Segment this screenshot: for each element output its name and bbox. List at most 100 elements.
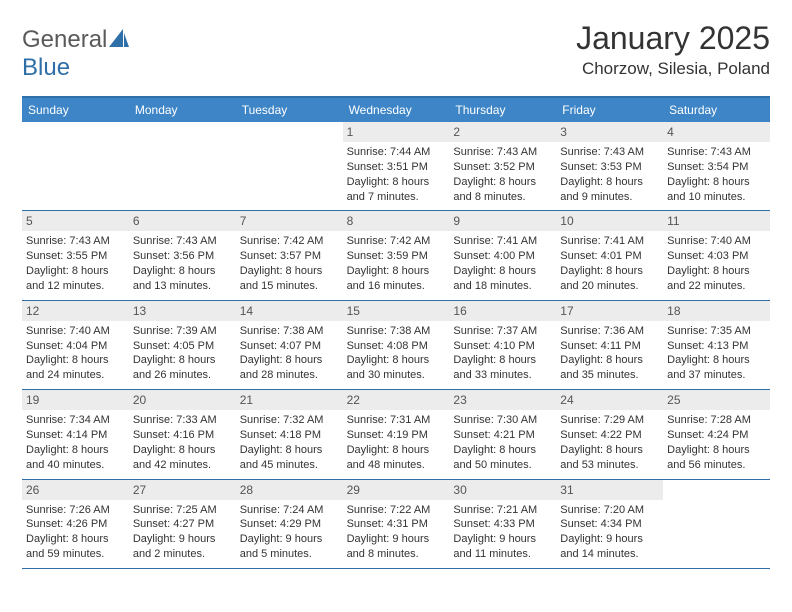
day-d1: Daylight: 9 hours xyxy=(453,532,552,547)
day-cell: 23Sunrise: 7:30 AMSunset: 4:21 PMDayligh… xyxy=(449,390,556,478)
day-cell: 3Sunrise: 7:43 AMSunset: 3:53 PMDaylight… xyxy=(556,122,663,210)
day-sunrise: Sunrise: 7:24 AM xyxy=(240,503,339,518)
day-number: 3 xyxy=(556,122,663,142)
day-d1: Daylight: 9 hours xyxy=(133,532,232,547)
day-d1: Daylight: 8 hours xyxy=(133,264,232,279)
day-d1: Daylight: 9 hours xyxy=(347,532,446,547)
day-d1: Daylight: 8 hours xyxy=(240,264,339,279)
day-cell: 10Sunrise: 7:41 AMSunset: 4:01 PMDayligh… xyxy=(556,211,663,299)
day-sunset: Sunset: 4:22 PM xyxy=(560,428,659,443)
day-sunset: Sunset: 4:18 PM xyxy=(240,428,339,443)
day-sunset: Sunset: 4:08 PM xyxy=(347,339,446,354)
day-number: 20 xyxy=(129,390,236,410)
day-sunrise: Sunrise: 7:42 AM xyxy=(347,234,446,249)
calendar-grid: SundayMondayTuesdayWednesdayThursdayFrid… xyxy=(22,96,770,569)
day-number: 4 xyxy=(663,122,770,142)
day-sunset: Sunset: 3:57 PM xyxy=(240,249,339,264)
day-sunset: Sunset: 3:55 PM xyxy=(26,249,125,264)
day-sunset: Sunset: 3:51 PM xyxy=(347,160,446,175)
week-row: 12Sunrise: 7:40 AMSunset: 4:04 PMDayligh… xyxy=(22,301,770,390)
day-cell xyxy=(663,480,770,568)
day-sunrise: Sunrise: 7:29 AM xyxy=(560,413,659,428)
day-cell: 22Sunrise: 7:31 AMSunset: 4:19 PMDayligh… xyxy=(343,390,450,478)
day-number: 24 xyxy=(556,390,663,410)
day-d1: Daylight: 8 hours xyxy=(560,443,659,458)
dow-cell: Sunday xyxy=(22,98,129,122)
sail-icon xyxy=(109,26,129,54)
day-cell: 24 Sunrise: 7:29 AMSunset: 4:22 PMDayligh… xyxy=(556,390,663,478)
day-sunrise: Sunrise: 7:20 AM xyxy=(560,503,659,518)
day-number: 25 xyxy=(663,390,770,410)
week-row: 5Sunrise: 7:43 AMSunset: 3:55 PMDaylight… xyxy=(22,211,770,300)
day-number: 13 xyxy=(129,301,236,321)
day-d2: and 45 minutes. xyxy=(240,458,339,473)
day-number: 31 xyxy=(556,480,663,500)
day-d2: and 35 minutes. xyxy=(560,368,659,383)
day-d2: and 22 minutes. xyxy=(667,279,766,294)
day-sunrise: Sunrise: 7:39 AM xyxy=(133,324,232,339)
day-d2: and 59 minutes. xyxy=(26,547,125,562)
day-sunrise: Sunrise: 7:42 AM xyxy=(240,234,339,249)
day-sunrise: Sunrise: 7:37 AM xyxy=(453,324,552,339)
day-d1: Daylight: 8 hours xyxy=(560,353,659,368)
week-row: 19Sunrise: 7:34 AMSunset: 4:14 PMDayligh… xyxy=(22,390,770,479)
day-number: 28 xyxy=(236,480,343,500)
day-sunrise: Sunrise: 7:43 AM xyxy=(453,145,552,160)
day-cell: 16Sunrise: 7:37 AMSunset: 4:10 PMDayligh… xyxy=(449,301,556,389)
day-cell: 28Sunrise: 7:24 AMSunset: 4:29 PMDayligh… xyxy=(236,480,343,568)
day-sunset: Sunset: 4:04 PM xyxy=(26,339,125,354)
day-d2: and 33 minutes. xyxy=(453,368,552,383)
day-sunrise: Sunrise: 7:40 AM xyxy=(667,234,766,249)
page-subtitle: Chorzow, Silesia, Poland xyxy=(576,59,770,79)
day-cell: 13Sunrise: 7:39 AMSunset: 4:05 PMDayligh… xyxy=(129,301,236,389)
calendar-page: GeneralBlue January 2025 Chorzow, Silesi… xyxy=(0,0,792,589)
day-d2: and 8 minutes. xyxy=(453,190,552,205)
day-d1: Daylight: 8 hours xyxy=(240,443,339,458)
day-sunrise: Sunrise: 7:43 AM xyxy=(26,234,125,249)
day-d2: and 42 minutes. xyxy=(133,458,232,473)
day-sunset: Sunset: 4:26 PM xyxy=(26,517,125,532)
day-sunrise: Sunrise: 7:40 AM xyxy=(26,324,125,339)
day-number: 19 xyxy=(22,390,129,410)
day-number: 15 xyxy=(343,301,450,321)
day-d1: Daylight: 8 hours xyxy=(667,264,766,279)
day-d1: Daylight: 8 hours xyxy=(667,353,766,368)
day-number: 26 xyxy=(22,480,129,500)
day-sunset: Sunset: 4:03 PM xyxy=(667,249,766,264)
day-number: 2 xyxy=(449,122,556,142)
day-number: 22 xyxy=(343,390,450,410)
day-sunrise: Sunrise: 7:32 AM xyxy=(240,413,339,428)
day-number: 10 xyxy=(556,211,663,231)
day-cell: 20Sunrise: 7:33 AMSunset: 4:16 PMDayligh… xyxy=(129,390,236,478)
day-d2: and 53 minutes. xyxy=(560,458,659,473)
day-d2: and 24 minutes. xyxy=(26,368,125,383)
day-sunset: Sunset: 4:16 PM xyxy=(133,428,232,443)
day-sunset: Sunset: 4:13 PM xyxy=(667,339,766,354)
day-d1: Daylight: 8 hours xyxy=(347,175,446,190)
day-d2: and 28 minutes. xyxy=(240,368,339,383)
day-d1: Daylight: 8 hours xyxy=(26,264,125,279)
day-d2: and 18 minutes. xyxy=(453,279,552,294)
day-cell: 1Sunrise: 7:44 AMSunset: 3:51 PMDaylight… xyxy=(343,122,450,210)
dow-cell: Wednesday xyxy=(343,98,450,122)
day-number: 9 xyxy=(449,211,556,231)
brand-text: GeneralBlue xyxy=(22,26,129,82)
day-d2: and 56 minutes. xyxy=(667,458,766,473)
day-sunset: Sunset: 4:14 PM xyxy=(26,428,125,443)
brand-part2: Blue xyxy=(22,54,70,81)
brand-part1: General xyxy=(22,26,107,53)
day-sunset: Sunset: 4:33 PM xyxy=(453,517,552,532)
day-number: 23 xyxy=(449,390,556,410)
page-header: GeneralBlue January 2025 Chorzow, Silesi… xyxy=(22,20,770,82)
day-d2: and 11 minutes. xyxy=(453,547,552,562)
day-d2: and 48 minutes. xyxy=(347,458,446,473)
day-d1: Daylight: 8 hours xyxy=(347,443,446,458)
day-d1: Daylight: 8 hours xyxy=(453,175,552,190)
day-number: 5 xyxy=(22,211,129,231)
day-d1: Daylight: 8 hours xyxy=(347,264,446,279)
day-sunrise: Sunrise: 7:41 AM xyxy=(560,234,659,249)
day-d1: Daylight: 8 hours xyxy=(26,353,125,368)
day-cell: 2Sunrise: 7:43 AMSunset: 3:52 PMDaylight… xyxy=(449,122,556,210)
day-cell: 27Sunrise: 7:25 AMSunset: 4:27 PMDayligh… xyxy=(129,480,236,568)
weeks-container: 1Sunrise: 7:44 AMSunset: 3:51 PMDaylight… xyxy=(22,122,770,569)
